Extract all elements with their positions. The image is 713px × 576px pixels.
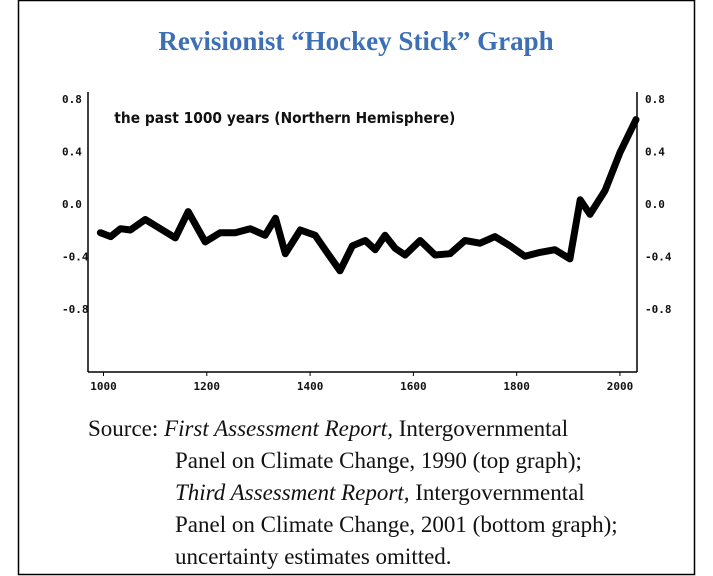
y-tick-label: 0.0 bbox=[62, 198, 82, 211]
caption-line: Panel on Climate Change, 2001 (bottom gr… bbox=[175, 512, 618, 537]
y2-tick-label: -0.8 bbox=[645, 303, 672, 316]
caption-text: Third Assessment Report, bbox=[175, 480, 409, 505]
caption-text: Panel on Climate Change, 1990 (top graph… bbox=[175, 448, 582, 473]
caption-text: uncertainty estimates omitted. bbox=[175, 544, 452, 569]
caption-text: Intergovernmental bbox=[393, 416, 568, 441]
y2-tick-label: 0.8 bbox=[645, 93, 665, 106]
y-tick-label: 0.4 bbox=[62, 145, 82, 158]
y2-tick-label: 0.0 bbox=[645, 198, 665, 211]
data-line bbox=[96, 116, 640, 275]
x-tick-label: 1600 bbox=[400, 380, 427, 393]
caption-text: Source: bbox=[88, 416, 164, 441]
y-tick-label: -0.4 bbox=[62, 251, 89, 264]
x-tick-label: 1000 bbox=[90, 380, 117, 393]
y2-tick-label: 0.4 bbox=[645, 145, 665, 158]
chart-title: Revisionist “Hockey Stick” Graph bbox=[158, 26, 553, 56]
caption-text: Panel on Climate Change, 2001 (bottom gr… bbox=[175, 512, 618, 537]
x-tick-label: 2000 bbox=[607, 380, 634, 393]
caption-line: uncertainty estimates omitted. bbox=[175, 544, 452, 569]
caption-text: First Assessment Report, bbox=[163, 416, 393, 441]
x-tick-label: 1800 bbox=[503, 380, 530, 393]
y2-tick-label: -0.4 bbox=[645, 251, 672, 264]
annotation: the past 1000 years (Northern Hemisphere… bbox=[114, 111, 455, 128]
x-tick-label: 1400 bbox=[297, 380, 324, 393]
y-tick-label: 0.8 bbox=[62, 93, 82, 106]
caption-text: Intergovernmental bbox=[409, 480, 584, 505]
x-tick-label: 1200 bbox=[194, 380, 221, 393]
caption-line: Panel on Climate Change, 1990 (top graph… bbox=[175, 448, 582, 473]
y-tick-label: -0.8 bbox=[62, 303, 89, 316]
caption-line: Third Assessment Report, Intergovernment… bbox=[175, 480, 585, 505]
caption-line: Source: First Assessment Report, Intergo… bbox=[88, 416, 568, 441]
frame bbox=[17, 0, 696, 576]
